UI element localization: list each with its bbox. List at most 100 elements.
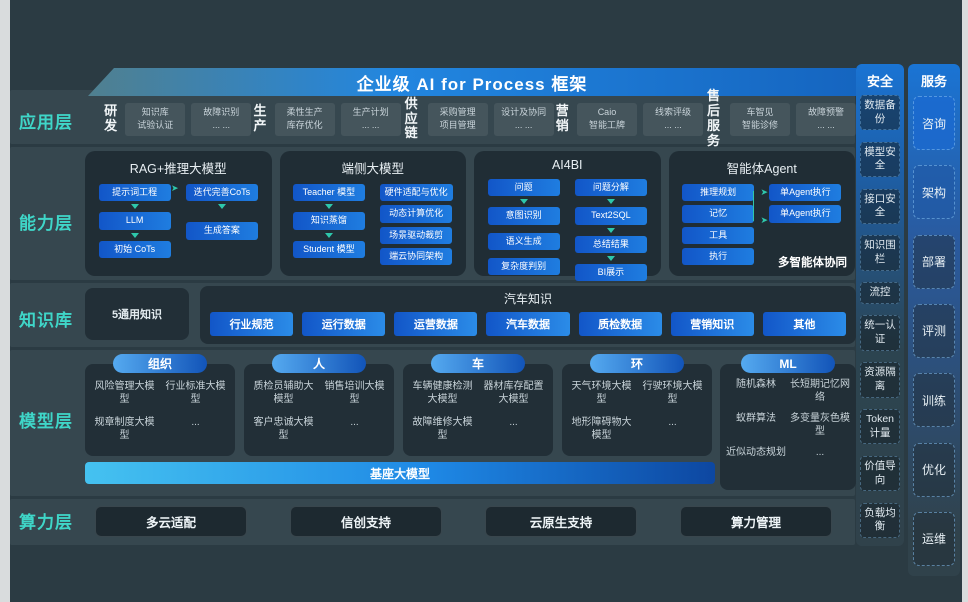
model-group-environment-pill: 环: [590, 354, 684, 373]
compute-item: 信创支持: [290, 506, 442, 537]
arrow-right-icon: ➤: [760, 215, 769, 225]
cap-box-ai4bi: AI4BI 问题 意图识别 语义生成 复杂度判别 问题分解 Text2SQL 总…: [474, 151, 661, 281]
knowledge-chip: 质检数据: [578, 312, 662, 336]
app-group-production: 生产 柔性生产 库存优化 生产计划 ... ...: [251, 97, 401, 141]
service-item: 架构: [913, 165, 955, 220]
connector-line: [752, 191, 762, 221]
service-item: 部署: [913, 234, 955, 289]
security-item: 负载均衡: [860, 502, 900, 538]
cap-box-edge-left-col: Teacher 模型 知识蒸馏 Student 模型: [292, 182, 365, 260]
app-chip-line: 故障识别: [203, 106, 240, 117]
knowledge-chip: 其他: [762, 312, 846, 336]
flow-node: 动态计算优化: [380, 205, 453, 223]
model-item: 故障维修大模型: [412, 417, 473, 441]
app-chip-line: 试验认证: [137, 120, 174, 130]
model-group-vehicle: 车 车辆健康检测大模型 器材库存配置大模型 故障维修大模型 ...: [403, 354, 553, 456]
flow-node: 单Agent执行: [769, 184, 842, 202]
knowledge-chip: 行业规范: [210, 312, 294, 336]
slide-background: 企业级 AI for Process 框架 应用层 能力层 知识库 模型层 算力…: [10, 0, 962, 602]
app-chip: 故障预警 ... ...: [796, 102, 857, 136]
cap-box-rag-right-col: 迭代完善CoTs 生成答案: [185, 182, 258, 242]
security-item: 接口安全: [860, 188, 900, 224]
model-item: 蚁群算法: [736, 413, 776, 424]
model-item: 规章制度大模型: [94, 417, 155, 441]
compute-item: 多云适配: [95, 506, 247, 537]
model-item: 行驶环境大模型: [642, 381, 703, 405]
flow-node: Teacher 模型: [292, 184, 365, 202]
title-banner: 企业级 AI for Process 框架: [88, 68, 856, 96]
cap-box-agent-title: 智能体Agent: [726, 162, 797, 176]
arrow-down-icon: [130, 232, 139, 238]
flow-node: 初始 CoTs: [98, 240, 171, 258]
model-item: ...: [191, 417, 200, 428]
arrow-down-icon: [217, 204, 226, 210]
app-chip-line: 生产计划: [352, 106, 389, 117]
app-chip: 知识库 试验认证: [125, 102, 186, 136]
service-header: 服务: [920, 74, 947, 89]
cap-box-agent-right-col: 单Agent执行 单Agent执行: [769, 182, 842, 225]
flow-node: 硬件适配与优化: [379, 184, 453, 202]
app-chip-line: 智能诊修: [742, 120, 779, 130]
model-item: ...: [668, 417, 677, 428]
flow-node: 工具: [682, 226, 755, 244]
service-item: 运维: [913, 511, 955, 566]
knowledge-chip: 营销知识: [670, 312, 754, 336]
security-item: 数据备份: [860, 95, 900, 131]
cap-box-rag: RAG+推理大模型 提示词工程 LLM 初始 CoTs 迭代完善CoTs 生成答…: [85, 151, 272, 276]
security-column: 安全 数据备份 模型安全 接口安全 知识围栏 流控 统一认证 资源隔离 Toke…: [856, 64, 904, 546]
application-layer-row: 研发 知识库 试验认证 故障识别 ... ... 生产 柔性生产 库存优化 生产…: [102, 88, 857, 148]
foundation-model-bar: 基座大模型: [85, 462, 715, 484]
service-item: 优化: [913, 442, 955, 497]
service-items: 咨询 架构 部署 评测 训练 优化 运维: [908, 92, 960, 576]
app-group-rd: 研发 知识库 试验认证 故障识别 ... ...: [102, 97, 252, 141]
model-item: ...: [815, 447, 825, 458]
compute-item: 算力管理: [680, 506, 832, 537]
flow-node: 执行: [682, 247, 755, 265]
page-title: 企业级 AI for Process 框架: [356, 74, 588, 94]
flow-node: 语义生成: [487, 232, 560, 250]
app-chip: 故障识别 ... ...: [191, 102, 252, 136]
knowledge-chips-row: 行业规范 运行数据 运营数据 汽车数据 质检数据 营销知识 其他: [200, 307, 856, 336]
security-item: Token计量: [860, 409, 900, 445]
model-item: 风险管理大模型: [94, 381, 155, 405]
cap-box-agent: 智能体Agent 推理规划 记忆 工具 执行 单Agent执行 单Agent执行…: [668, 151, 855, 276]
app-chip-line: ... ...: [361, 120, 380, 130]
layer-label-capability: 能力层: [19, 214, 73, 233]
arrow-right-icon: ➤: [760, 187, 769, 197]
app-chip: 采购管理 项目管理: [427, 102, 488, 136]
automotive-knowledge-title: 汽车知识: [503, 292, 552, 306]
cap-box-edge: 端侧大模型 Teacher 模型 知识蒸馏 Student 模型 硬件适配与优化…: [279, 151, 466, 276]
multi-agent-caption: 多智能体协同: [778, 257, 847, 269]
model-group-ml-pill: ML: [741, 354, 835, 373]
flow-node: 单Agent执行: [769, 205, 842, 223]
flow-node: Student 模型: [292, 240, 365, 258]
model-item: ...: [509, 417, 518, 428]
cap-box-edge-right-col: 硬件适配与优化 动态计算优化 场景驱动裁剪 端云协同架构: [379, 182, 453, 267]
security-header: 安全: [866, 74, 893, 89]
cap-box-rag-title: RAG+推理大模型: [129, 162, 227, 176]
cap-box-ai4bi-body: 问题 意图识别 语义生成 复杂度判别 问题分解 Text2SQL 总结结果 BI…: [480, 177, 655, 283]
layer-label-model: 模型层: [19, 412, 73, 431]
model-group-items: 天气环境大模型 行驶环境大模型 地形障碍物大模型 ...: [562, 364, 712, 448]
flow-node: 生成答案: [185, 222, 258, 240]
app-chip-line: ... ...: [664, 120, 682, 130]
arrow-down-icon: [130, 204, 139, 210]
model-item: 客户忠诚大模型: [253, 417, 314, 441]
cap-box-ai4bi-left-col: 问题 意图识别 语义生成 复杂度判别: [487, 177, 560, 277]
service-item: 评测: [913, 303, 955, 358]
compute-item: 云原生支持: [485, 506, 637, 537]
cap-box-agent-body: 推理规划 记忆 工具 执行 单Agent执行 单Agent执行: [675, 182, 850, 267]
model-group-environment: 环 天气环境大模型 行驶环境大模型 地形障碍物大模型 ...: [562, 354, 712, 456]
knowledge-chip: 运营数据: [394, 312, 478, 336]
app-group-marketing: 营销 Caio 智能工牌 线索评级 ... ...: [554, 97, 703, 141]
app-group-after-sales: 售后服务 车智见 智能诊修 故障预警 ... ...: [703, 88, 857, 148]
model-item: 行业标准大模型: [165, 381, 226, 405]
flow-node: 意图识别: [487, 207, 560, 225]
model-item: 随机森林: [736, 379, 776, 390]
flow-node: 问题分解: [574, 179, 647, 197]
app-chip-line: ... ...: [514, 120, 533, 130]
cap-box-edge-body: Teacher 模型 知识蒸馏 Student 模型 硬件适配与优化 动态计算优…: [286, 182, 461, 267]
app-group-supply-chain: 供应链 采购管理 项目管理 设计及协同 ... ...: [401, 96, 554, 141]
security-item: 流控: [860, 282, 900, 304]
arrow-down-icon: [606, 199, 615, 205]
